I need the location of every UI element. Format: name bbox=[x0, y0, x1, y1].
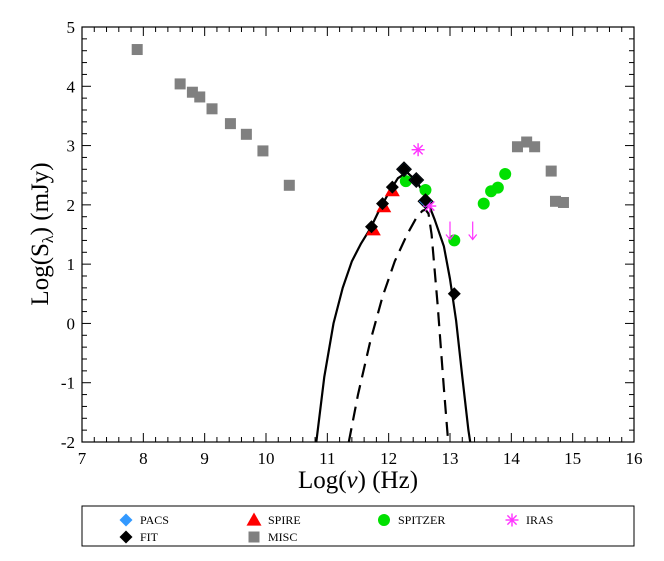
misc-point bbox=[511, 141, 523, 153]
fit-curves bbox=[315, 171, 472, 442]
misc-point bbox=[549, 195, 561, 207]
legend-box bbox=[81, 505, 635, 547]
y-tick-label: -2 bbox=[61, 433, 75, 452]
legend: PACS SPIRE SPITZER IRAS FIT MISC bbox=[81, 505, 635, 547]
legend-label-pacs: PACS bbox=[140, 513, 169, 527]
data-points bbox=[131, 44, 569, 301]
series-fit bbox=[364, 162, 461, 301]
x-tick-label: 13 bbox=[442, 449, 459, 468]
fit-point bbox=[364, 220, 378, 234]
misc-point bbox=[131, 44, 143, 56]
legend-marker-fit bbox=[119, 530, 133, 544]
legend-marker-pacs bbox=[119, 513, 133, 527]
x-tick-label: 7 bbox=[78, 449, 87, 468]
spitzer-point bbox=[399, 175, 412, 188]
solid-fit-curve bbox=[315, 171, 472, 442]
misc-point bbox=[240, 128, 252, 140]
legend-marker-iras bbox=[505, 513, 519, 527]
plot-frame bbox=[81, 26, 635, 443]
fit-point bbox=[409, 173, 423, 187]
y-tick-label: 0 bbox=[67, 314, 76, 333]
legend-label-iras: IRAS bbox=[526, 513, 553, 527]
fit-point bbox=[385, 180, 399, 194]
misc-point bbox=[174, 78, 186, 90]
series-misc bbox=[131, 44, 569, 208]
x-tick-label: 9 bbox=[200, 449, 209, 468]
y-tick-label: 1 bbox=[67, 255, 76, 274]
series-iras-upper-limits bbox=[445, 221, 478, 241]
legend-label-spitzer: SPITZER bbox=[398, 513, 445, 527]
spitzer-point bbox=[419, 184, 432, 197]
y-tick-label: 3 bbox=[67, 137, 76, 156]
x-axis-title: Log(ν) (Hz) bbox=[298, 467, 418, 494]
axis-ticks bbox=[81, 26, 635, 443]
misc-point bbox=[521, 136, 533, 148]
x-tick-label: 15 bbox=[564, 449, 581, 468]
misc-point bbox=[257, 145, 269, 157]
fit-point bbox=[418, 193, 432, 207]
y-tick-label: 2 bbox=[67, 196, 76, 215]
misc-point bbox=[283, 179, 295, 191]
x-tick-label: 11 bbox=[319, 449, 335, 468]
misc-point bbox=[206, 103, 218, 115]
misc-point bbox=[186, 86, 198, 98]
y-tick-label: 4 bbox=[67, 77, 76, 96]
misc-point bbox=[529, 141, 541, 153]
legend-marker-spire bbox=[246, 512, 262, 526]
fit-point bbox=[376, 197, 390, 211]
iras-point bbox=[411, 143, 425, 157]
legend-label-spire: SPIRE bbox=[268, 513, 301, 527]
x-tick-label: 16 bbox=[626, 449, 643, 468]
spitzer-point bbox=[491, 181, 504, 194]
spitzer-point bbox=[499, 168, 512, 181]
misc-point bbox=[545, 165, 557, 177]
iras-upper-limits-point bbox=[468, 221, 478, 241]
misc-point bbox=[557, 196, 569, 208]
misc-point bbox=[224, 118, 236, 130]
legend-marker-spitzer bbox=[378, 514, 390, 526]
x-tick-label: 14 bbox=[503, 449, 521, 468]
legend-marker-misc bbox=[248, 531, 260, 543]
misc-point bbox=[194, 91, 206, 103]
dashed-fit-curve bbox=[347, 208, 450, 442]
y-tick-label: -1 bbox=[61, 374, 75, 393]
iras-upper-limits-point bbox=[445, 221, 455, 241]
fit-point bbox=[447, 287, 461, 301]
y-axis-title: Log(Sλ) (mJy) bbox=[27, 162, 57, 305]
x-tick-label: 8 bbox=[139, 449, 148, 468]
x-tick-label: 10 bbox=[258, 449, 275, 468]
spitzer-point bbox=[477, 197, 490, 210]
legend-label-misc: MISC bbox=[268, 530, 297, 544]
legend-label-fit: FIT bbox=[140, 530, 159, 544]
x-tick-label: 12 bbox=[380, 449, 397, 468]
y-tick-label: 5 bbox=[67, 18, 76, 37]
fit-point bbox=[397, 162, 411, 176]
